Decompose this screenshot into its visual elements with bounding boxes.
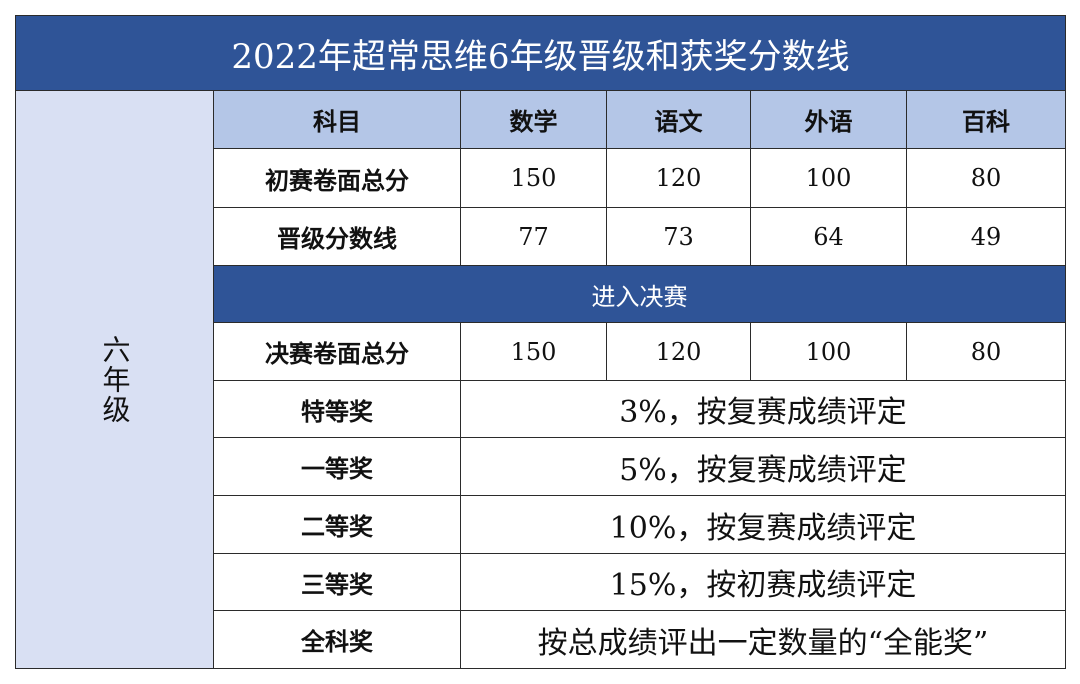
- award-rule: 10%，按复赛成绩评定: [460, 495, 1066, 554]
- value-cell: 77: [460, 207, 607, 266]
- value-cell: 80: [906, 148, 1066, 208]
- title: 2022年超常思维6年级晋级和获奖分数线: [15, 15, 1066, 91]
- value-cell: 120: [606, 322, 751, 381]
- section-header: 进入决赛: [213, 265, 1066, 323]
- award-label: 二等奖: [213, 495, 461, 554]
- value-cell: 100: [750, 322, 907, 381]
- award-label: 全科奖: [213, 610, 461, 669]
- side-label: 六年级: [15, 90, 214, 669]
- header-cell: 百科: [906, 90, 1066, 149]
- value-cell: 150: [460, 322, 607, 381]
- award-label: 三等奖: [213, 553, 461, 611]
- header-cell: 外语: [750, 90, 907, 149]
- award-rule: 按总成绩评出一定数量的“全能奖”: [460, 610, 1066, 669]
- row-label: 晋级分数线: [213, 207, 461, 266]
- award-label: 一等奖: [213, 437, 461, 496]
- award-rule: 5%，按复赛成绩评定: [460, 437, 1066, 496]
- row-label: 决赛卷面总分: [213, 322, 461, 381]
- value-cell: 73: [606, 207, 751, 266]
- row-label: 初赛卷面总分: [213, 148, 461, 208]
- award-rule: 15%，按初赛成绩评定: [460, 553, 1066, 611]
- value-cell: 80: [906, 322, 1066, 381]
- header-cell: 数学: [460, 90, 607, 149]
- value-cell: 100: [750, 148, 907, 208]
- value-cell: 49: [906, 207, 1066, 266]
- award-rule: 3%，按复赛成绩评定: [460, 380, 1066, 438]
- award-label: 特等奖: [213, 380, 461, 438]
- value-cell: 120: [606, 148, 751, 208]
- value-cell: 150: [460, 148, 607, 208]
- header-cell: 科目: [213, 90, 461, 149]
- header-cell: 语文: [606, 90, 751, 149]
- value-cell: 64: [750, 207, 907, 266]
